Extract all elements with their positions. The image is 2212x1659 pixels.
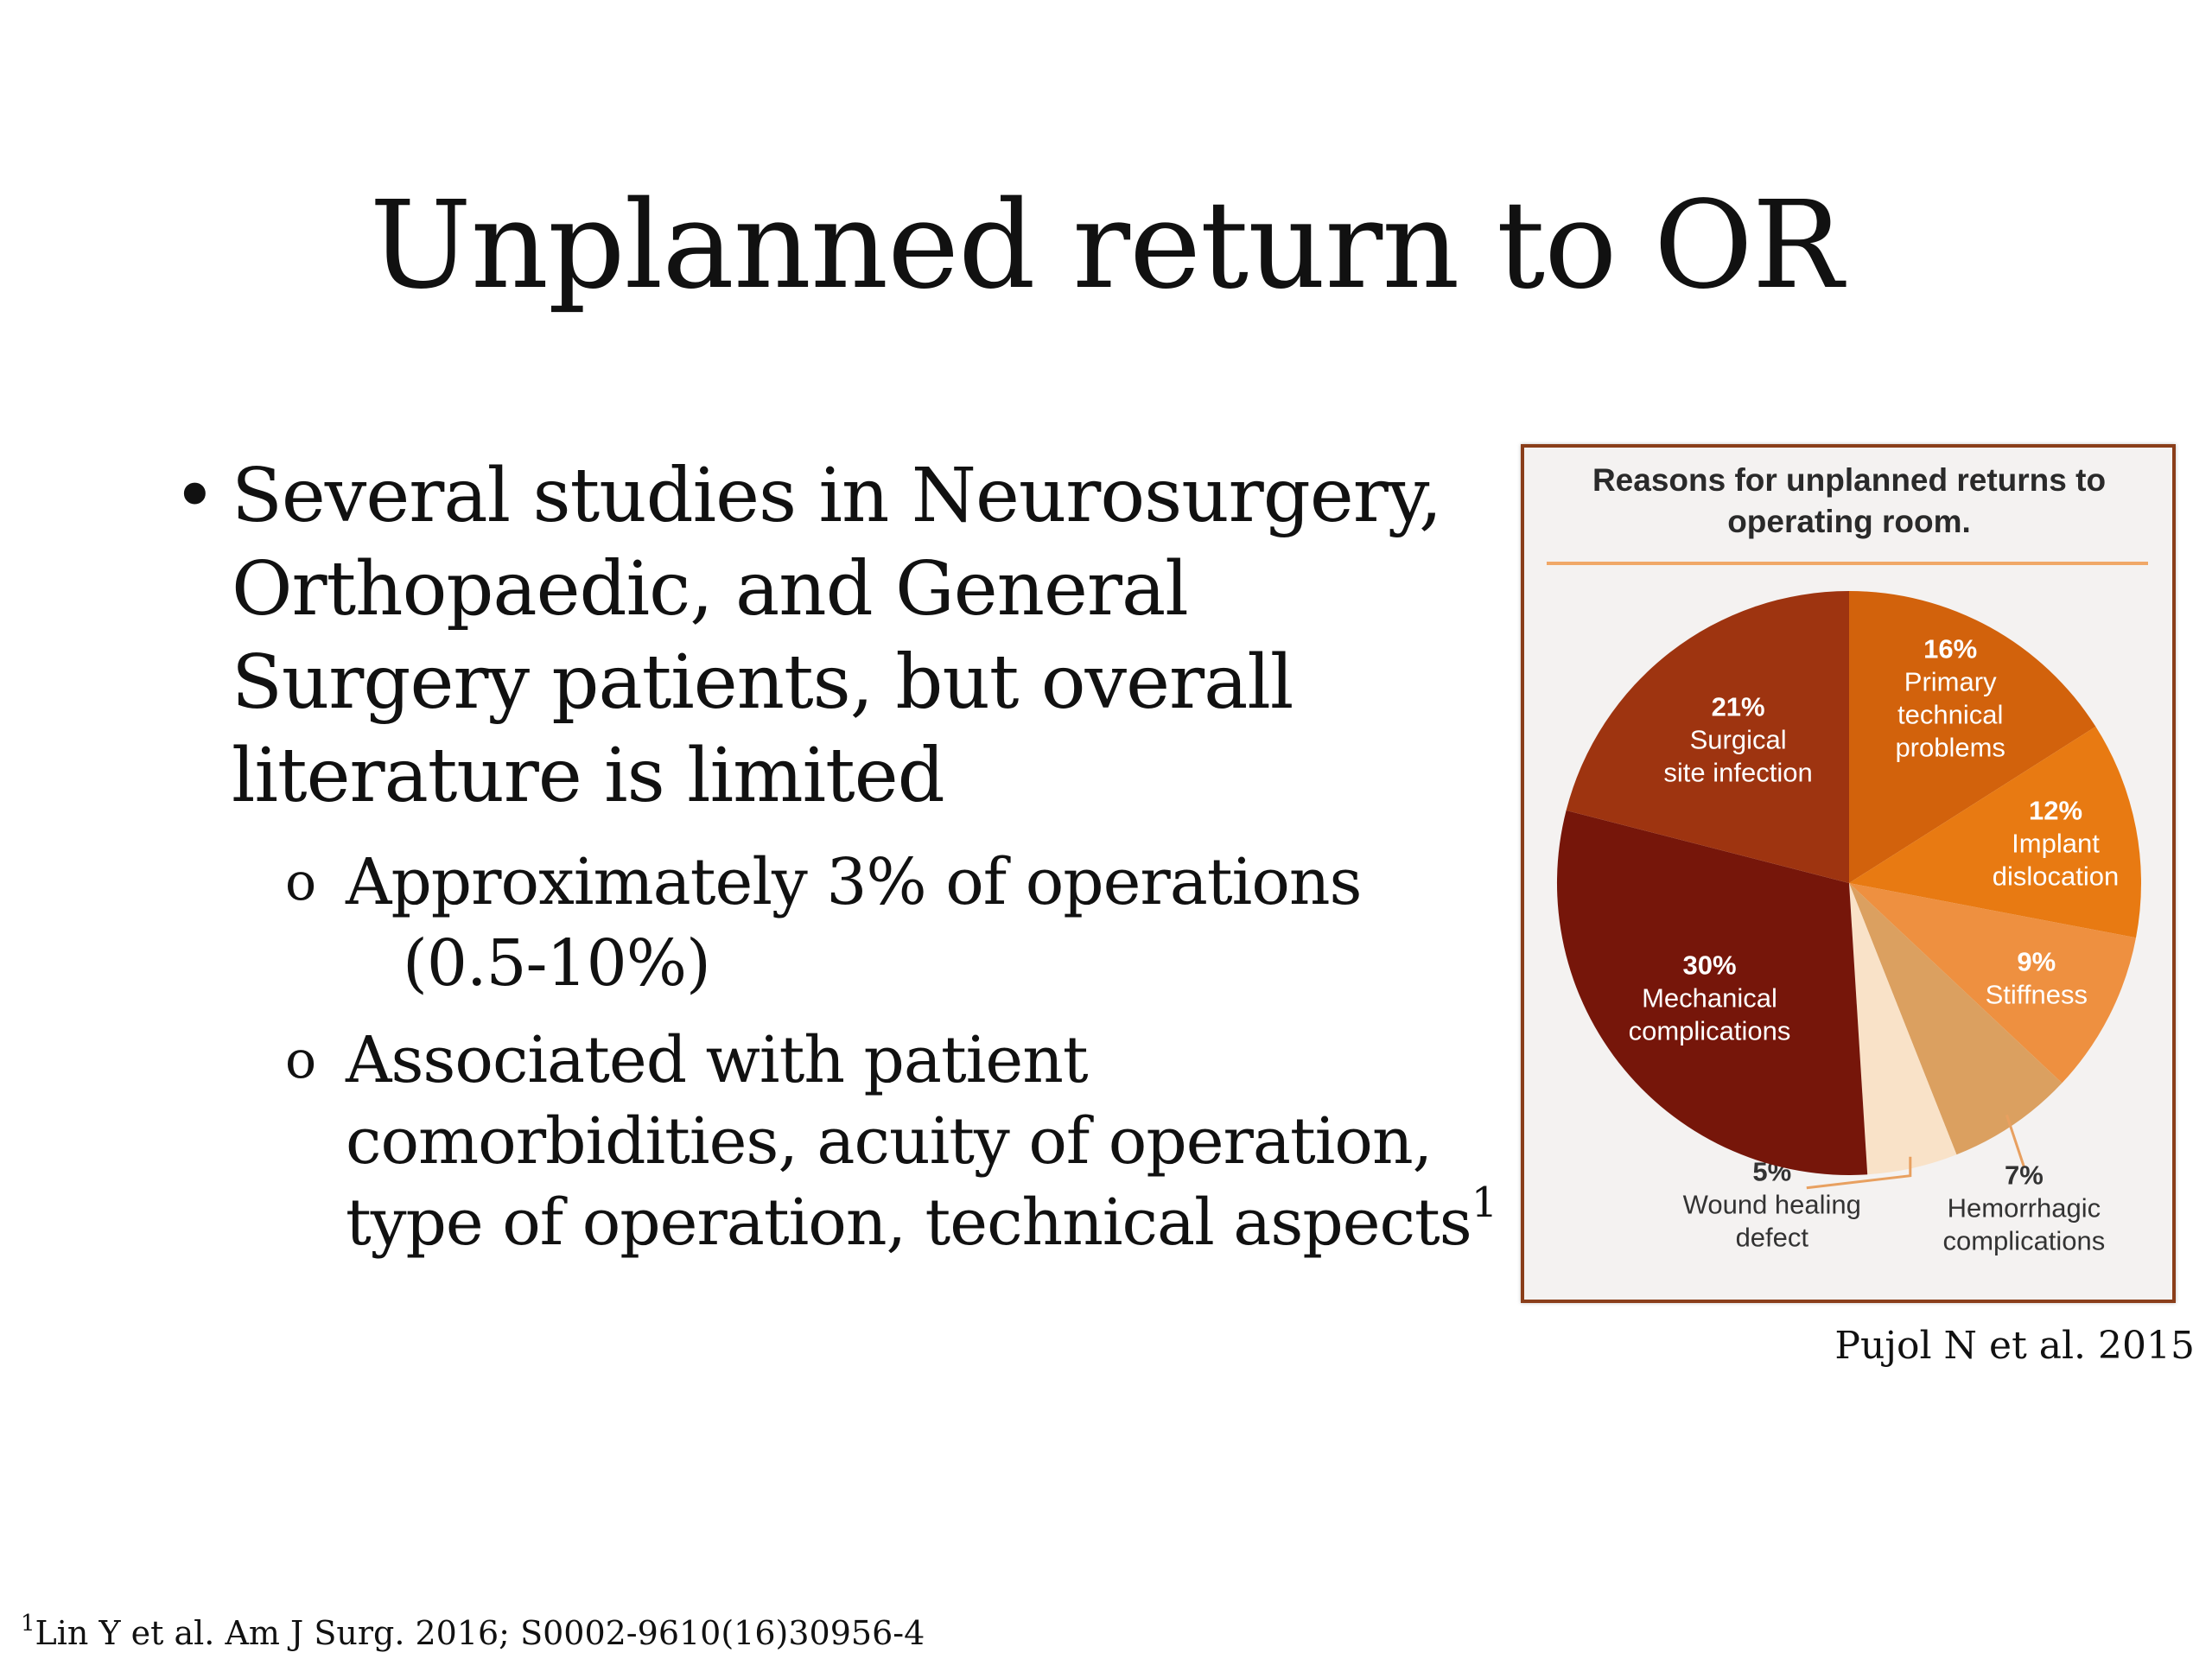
pie-chart: 16% Primary technical problems 12% Implant dis… <box>1556 591 2141 1255</box>
slice-label-hemorrhagic-complications: 7% Hemorrhagic complications <box>1942 1160 2105 1255</box>
chart-source-caption: Pujol N et al. 2015 <box>1834 1324 2195 1368</box>
pie-slice-stiffness <box>1849 883 2136 1084</box>
pie-slice-wound-healing-defect <box>1849 883 1957 1175</box>
slice-label-primary-technical-problems: 16% Primary technical problems <box>1895 634 2005 763</box>
slice-label-implant-dislocation: 12% Implant dislocation <box>1993 795 2119 891</box>
sub-bullet-assoc-line1: Associated with patient <box>346 1023 1089 1097</box>
bullet-list: • Several studies in Neurosurgery, Ortho… <box>173 449 1503 1263</box>
slice-label-wound-healing-defect: 5% Wound healing defect <box>1683 1157 1861 1253</box>
bullet-dot-icon: • <box>173 453 217 539</box>
sub-bullet-assoc-line3: type of operation, technical aspects <box>346 1185 1472 1260</box>
chart-title: Reasons for unplanned returns to operati… <box>1592 462 2107 539</box>
leader-line-hemorrhagic-complications <box>2005 1114 2025 1167</box>
slide-title: Unplanned return to OR <box>369 175 1843 316</box>
sub-bullet-rate-line2: (0.5-10%) <box>403 926 711 1001</box>
slice-label-stiffness: 9% Stiffness <box>1986 947 2088 1010</box>
pie-slice-surgical-site-infection <box>1566 591 1849 883</box>
citation-superscript: 1 <box>1471 1179 1498 1227</box>
slice-label-surgical-site-infection: 21% Surgical site infection <box>1663 691 1812 787</box>
sub-bullet-associations: o Associated with patient comorbidities,… <box>173 1020 1503 1263</box>
sub-bullet-circle-icon: o <box>285 852 316 912</box>
footnote-superscript: 1 <box>21 1611 35 1637</box>
leader-line-wound-healing-defect <box>1806 1156 1912 1190</box>
footnote: 1Lin Y et al. Am J Surg. 2016; S0002-961… <box>21 1612 925 1654</box>
chart-title-divider <box>1547 562 2148 565</box>
slice-label-mechanical-complications: 30% Mechanical complications <box>1629 950 1791 1046</box>
bullet-studies-text: Several studies in Neurosurgery, Orthopa… <box>232 453 1442 819</box>
footnote-text: Lin Y et al. Am J Surg. 2016; S0002-9610… <box>35 1614 925 1652</box>
pie-slice-mechanical-complications <box>1556 810 1868 1175</box>
pie-slice-hemorrhagic-complications <box>1849 883 2063 1155</box>
sub-bullet-circle-icon: o <box>285 1030 316 1090</box>
sub-bullet-rate: o Approximately 3% of operations (0.5-10… <box>173 842 1503 1004</box>
pie-slice-implant-dislocation <box>1849 726 2141 938</box>
pie-slice-primary-technical-problems <box>1849 591 2096 883</box>
sub-bullet-rate-line1: Approximately 3% of operations <box>346 845 1362 919</box>
bullet-studies: • Several studies in Neurosurgery, Ortho… <box>173 449 1503 823</box>
sub-bullet-assoc-line2: comorbidities, acuity of operation, <box>346 1104 1433 1179</box>
